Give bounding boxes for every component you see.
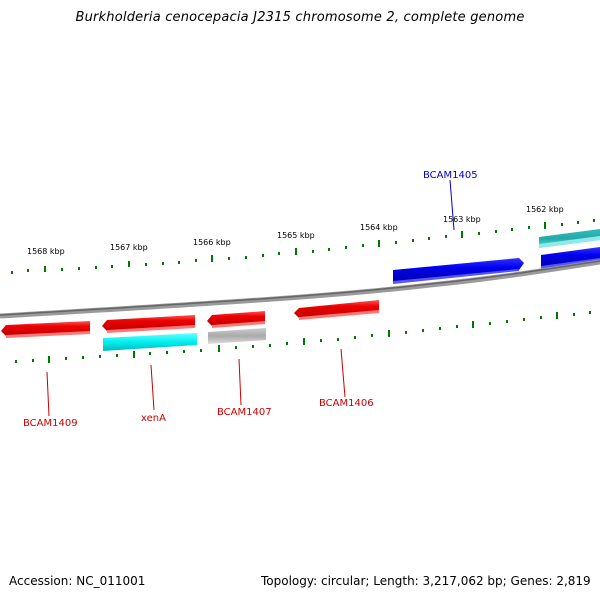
leader-BCAM1405 (449, 179, 455, 231)
gene-label-BCAM1406[interactable]: BCAM1406 (319, 398, 374, 409)
gene-xenA-arrow[interactable] (102, 315, 195, 333)
accession-value: NC_011001 (76, 574, 146, 588)
leader-BCAM1409 (46, 371, 50, 417)
scale-label: 1565 kbp (277, 231, 315, 240)
gene-label-BCAM1409[interactable]: BCAM1409 (23, 418, 78, 429)
scale-label: 1567 kbp (110, 243, 148, 252)
genome-summary: Topology: circular; Length: 3,217,062 bp… (261, 574, 591, 588)
gene-BCAM1407-arrow[interactable] (207, 311, 265, 328)
gene-BCAM1409-arrow[interactable] (1, 321, 90, 338)
leader-BCAM1407 (238, 358, 242, 406)
inner-scale-ticks (15, 311, 591, 363)
gene-label-BCAM1407[interactable]: BCAM1407 (217, 407, 272, 418)
scale-labels: 1568 kbp 1567 kbp 1566 kbp 1565 kbp 1564… (27, 205, 564, 256)
accession-label: Accession: (9, 574, 73, 588)
genes-label: Genes: (510, 574, 553, 588)
gene-label-xenA[interactable]: xenA (141, 413, 166, 424)
length-label: Length: (373, 574, 419, 588)
gene-label-BCAM1405[interactable]: BCAM1405 (423, 170, 478, 181)
map-title: Burkholderia cenocepacia J2315 chromosom… (75, 10, 525, 25)
scale-label: 1568 kbp (27, 247, 65, 256)
genome-backbone-highlight (0, 260, 600, 316)
gene-BCAM1406-arrow[interactable] (294, 300, 379, 320)
topology-value: circular (320, 574, 366, 588)
scale-label: 1563 kbp (443, 215, 481, 224)
scale-label: 1564 kbp (360, 223, 398, 232)
feature-BCAM1407-gray-block[interactable] (208, 328, 266, 344)
outer-scale-ticks (11, 219, 595, 274)
cds-partial-teal-block[interactable] (539, 229, 600, 248)
leader-lines (46, 179, 455, 417)
scale-label: 1562 kbp (526, 205, 564, 214)
accession-info: Accession: NC_011001 (9, 574, 145, 588)
genes-value: 2,819 (556, 574, 591, 588)
scale-label: 1566 kbp (193, 238, 231, 247)
length-value: 3,217,062 bp (422, 574, 503, 588)
leader-xenA (150, 364, 155, 411)
topology-label: Topology: (261, 574, 318, 588)
leader-BCAM1406 (340, 348, 346, 398)
gene-labels: BCAM1405 BCAM1406 BCAM1407 xenA BCAM1409 (23, 170, 478, 429)
cds-xenA-block[interactable] (103, 333, 197, 351)
gene-BCAM1405-arrow[interactable] (393, 258, 524, 284)
genome-backbone (0, 259, 600, 319)
